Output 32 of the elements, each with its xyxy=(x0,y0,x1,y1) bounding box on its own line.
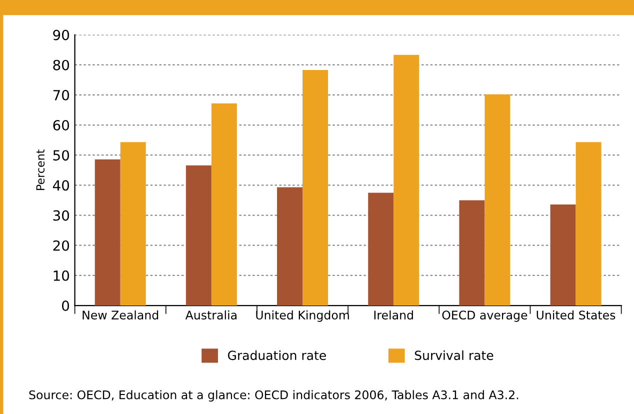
bar xyxy=(120,142,146,306)
bar xyxy=(302,70,328,306)
y-tick-label: 10 xyxy=(54,270,70,281)
bar xyxy=(186,165,212,306)
bar xyxy=(368,192,394,306)
y-tick-label: 0 xyxy=(62,300,70,312)
x-tick-label: United Kingdom xyxy=(256,310,349,322)
x-tick-label: Ireland xyxy=(374,310,413,320)
bar xyxy=(459,200,485,306)
bar xyxy=(277,187,303,306)
y-tick-label: 20 xyxy=(53,240,70,251)
y-tick-label: 50 xyxy=(53,150,70,161)
y-tick-label: 40 xyxy=(52,180,70,191)
y-tick-label: 70 xyxy=(53,90,70,100)
bar xyxy=(550,204,576,306)
x-tick-label: OECD average xyxy=(442,310,528,322)
legend-label: Graduation rate xyxy=(228,350,326,360)
y-tick-label: 80 xyxy=(53,60,70,70)
x-tick-label: New Zealand xyxy=(82,310,158,320)
y-tick-label: 30 xyxy=(53,210,70,221)
y-tick-label: 90 xyxy=(53,30,70,40)
bar xyxy=(94,159,120,306)
x-tick-label: United States xyxy=(536,310,616,320)
y-axis-title: Percent xyxy=(36,150,45,190)
bar xyxy=(394,54,420,306)
bar xyxy=(576,142,602,306)
x-tick-label: Australia xyxy=(185,310,236,320)
bar xyxy=(484,94,510,306)
bar xyxy=(211,103,237,306)
source-note: Source: OECD, Education at a glance: OECD indicators 2006, Tables A3.1 and A3.2. xyxy=(29,390,518,402)
legend-label: Survival rate xyxy=(414,350,494,360)
y-tick-label: 60 xyxy=(53,120,70,130)
